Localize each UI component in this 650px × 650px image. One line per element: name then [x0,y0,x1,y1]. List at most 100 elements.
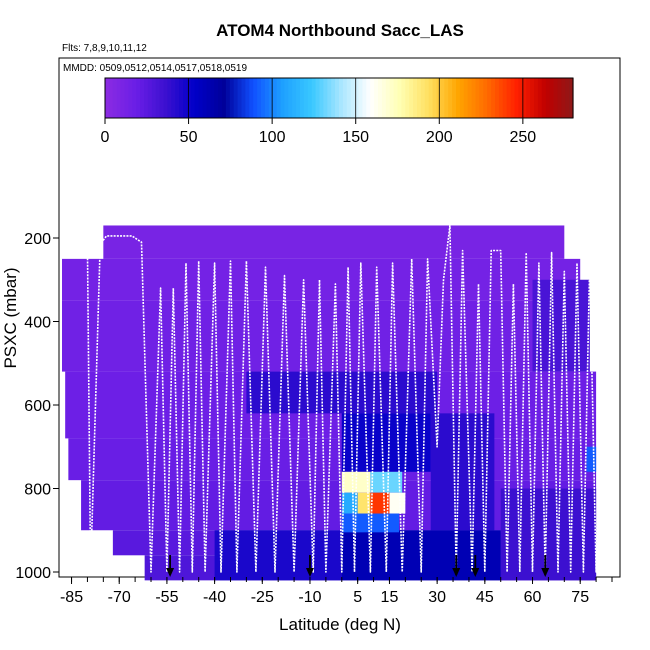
colorbar-segment [401,78,406,118]
colorbar-segment [553,78,558,118]
bottom-arrows [166,555,550,577]
y-tick-label: 1000 [15,565,51,582]
colorbar-segment [276,78,282,118]
colorbar-segment [218,78,223,118]
y-tick-label: 800 [24,482,51,499]
flight-track [61,224,604,573]
colorbar-segment [151,78,157,118]
colorbar-segment [159,78,165,118]
curtain-row [103,225,565,259]
curtain-cell [370,492,390,514]
curtain-row [62,258,581,301]
y-axis-label: PSXC (mbar) [1,267,20,368]
colorbar-segment [339,78,344,118]
colorbar-segment [471,78,477,118]
colorbar-segment [346,78,352,118]
colorbar-segment [483,78,488,118]
x-tick-label: 15 [381,589,399,606]
colorbar-segment [417,78,422,118]
colorbar-segment [545,78,551,118]
x-tick-label: -85 [60,589,83,606]
colorbar-segment [440,78,445,118]
colorbar-segment [147,78,153,118]
colorbar-segment [374,78,379,118]
colorbar-segment [214,78,219,118]
colorbar-segment [506,78,512,118]
chart-title: ATOM4 Northbound Sacc_LAS [216,21,464,40]
colorbar-segment [561,78,566,118]
colorbar-segment [198,78,204,118]
x-tick-label: -40 [203,589,226,606]
colorbar-segment [362,78,367,118]
colorbar-segment [116,78,122,118]
colorbar-segment [467,78,473,118]
colorbar-segment [444,78,449,118]
flight-track-line [61,224,604,573]
colorbar-segment [420,78,426,118]
curtain-cell [532,279,590,372]
colorbar-segment [186,78,192,118]
x-tick-label: -55 [155,589,178,606]
x-axis: -85 -70 -55 -40 -25 -10 5 15 30 45 60 75 [60,577,613,606]
curtain-heatmap [62,225,597,581]
colorbar-segment [479,78,484,118]
colorbar-segment [452,78,457,118]
colorbar-tick-label: 250 [510,129,537,146]
colorbar-tick-label: 100 [259,129,286,146]
colorbar-segment [171,78,176,118]
y-tick-label: 200 [24,231,51,248]
colorbar-segment [522,78,527,118]
colorbar-segment [190,78,196,118]
curtain-cell [370,471,403,493]
colorbar-segment [296,78,301,118]
colorbar-segment [432,78,438,118]
colorbar-segment [436,78,441,118]
colorbar-segment [237,78,243,118]
colorbar-segment [249,78,254,118]
x-axis-label: Latitude (deg N) [279,615,401,634]
colorbar-segment [280,78,285,118]
colorbar-segment [541,78,547,118]
colorbar-segment [222,78,227,118]
colorbar-segment [530,78,535,118]
colorbar-segment [268,78,274,118]
arrow-head [305,568,314,577]
colorbar-segment [210,78,215,118]
colorbar-segment [510,78,516,118]
colorbar-segment [335,78,340,118]
colorbar-tick-label: 50 [180,129,198,146]
arrow-head [166,568,175,577]
colorbar-segment [366,78,371,118]
colorbar-segment [463,78,469,118]
colorbar-segment [424,78,430,118]
colorbar-segment [163,78,168,118]
colorbar-segment [307,78,313,118]
colorbar-segment [241,78,246,118]
dates-note: MMDD: 0509,0512,0514,0517,0518,0519 [63,63,247,74]
colorbar-segment [229,78,235,118]
colorbar-segment [350,78,356,118]
colorbar-segment [175,78,180,118]
colorbar-segment [257,78,262,118]
arrow-head [471,568,480,577]
colorbar-segment [358,78,363,118]
colorbar-tick-label: 0 [101,129,110,146]
curtain-cell [389,492,406,514]
curtain-cell [500,488,597,581]
colorbar-segment [105,78,110,118]
colorbar-segment [487,78,492,118]
colorbar-segment [491,78,496,118]
colorbar-segment [194,78,200,118]
arrow-head [541,568,550,577]
curtain-cell [586,446,597,472]
x-tick-label: 60 [524,589,542,606]
colorbar-segment [495,78,500,118]
colorbar-segment [370,78,375,118]
y-tick-label: 600 [24,398,51,415]
colorbar-segment [514,78,519,118]
curtain-cell [246,371,438,414]
curtain-cell [430,413,495,531]
colorbar-segment [140,78,145,118]
colorbar-segment [292,78,297,118]
